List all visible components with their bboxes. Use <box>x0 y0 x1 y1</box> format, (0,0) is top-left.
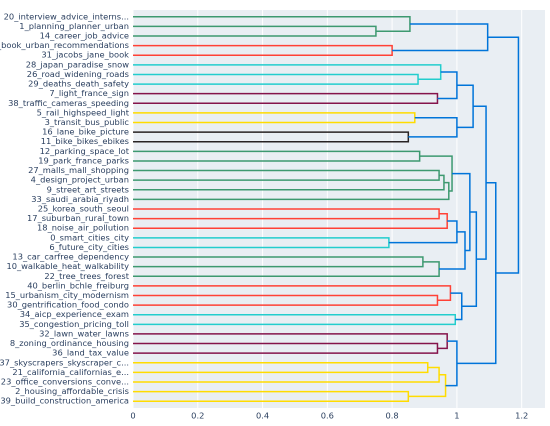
y-tick-label: 22_tree_trees_forest <box>44 271 129 281</box>
dendrogram-link <box>133 333 448 350</box>
dendrogram-link <box>456 84 474 129</box>
y-tick-label: 15_urbanism_city_modernism <box>5 290 129 300</box>
y-tick-label: 21_california_californias_e... <box>12 367 129 377</box>
y-tick-label: 27_malls_mall_shopping <box>28 165 129 175</box>
y-tick-label: 7_light_france_sign <box>49 88 129 98</box>
y-tick-label: 6_future_city_cities <box>49 242 129 252</box>
dendrogram-link <box>487 36 520 274</box>
dendrogram-link <box>133 112 416 124</box>
y-tick-label: 39_build_construction_america <box>0 396 129 406</box>
y-tick-label: 13_car_carfree_dependency <box>12 252 129 262</box>
y-tick-label: 11_bike_bikes_ebikes <box>41 136 129 146</box>
dendrogram-link <box>408 116 458 138</box>
x-tick-label: 0.8 <box>386 411 399 421</box>
dendrogram-link <box>445 340 458 387</box>
dendrogram-link <box>133 213 448 229</box>
y-tick-label: 8_zoning_ordinance_housing <box>10 338 129 348</box>
dendrogram-link <box>133 237 390 249</box>
y-tick-label: 20_interview_advice_interns... <box>4 11 129 21</box>
dendrogram-link <box>456 181 497 365</box>
dendrogram-link <box>133 342 439 354</box>
y-tick-label: 32_lawn_water_lawns <box>39 328 129 338</box>
y-tick-label: 34_aicp_experience_exam <box>20 309 129 319</box>
x-tick-label: 0.6 <box>321 411 334 421</box>
y-tick-label: 38_traffic_cameras_speeding <box>8 98 129 108</box>
y-tick-label: 36_land_tax_value <box>52 348 129 358</box>
dendrogram-link <box>133 131 410 143</box>
x-tick-label: 0.4 <box>256 411 269 421</box>
x-tick-label: 0.2 <box>191 411 204 421</box>
dendrogram-link <box>133 390 410 402</box>
y-tick-label: 2_housing_affordable_crisis <box>15 386 129 396</box>
y-tick-label: 37_skyscrapers_skyscraper_c... <box>0 357 129 367</box>
y-tick-label: 35_congestion_pricing_toll <box>19 319 129 329</box>
dendrogram-link <box>388 220 458 244</box>
y-tick-label: 4_design_project_urban <box>31 175 129 185</box>
y-tick-label: 12_parking_space_lot <box>40 146 130 156</box>
dendrogram-link <box>473 105 487 260</box>
y-tick-label: 9_street_art_streets <box>47 184 129 194</box>
x-tick-label: 1.2 <box>515 411 528 421</box>
y-tick-label: 33_saudi_arabia_riyadh <box>31 194 129 204</box>
y-tick-label: 17_suburban_rural_town <box>27 213 129 223</box>
y-tick-label: 5_rail_highspeed_light <box>37 107 130 117</box>
y-tick-label: 10_walkable_heat_walkability <box>6 261 129 271</box>
y-tick-label: 3_transit_bus_public <box>45 117 130 127</box>
dendrogram-link <box>133 92 439 105</box>
dendrogram-link <box>133 294 439 306</box>
dendrogram-link <box>461 211 478 308</box>
dendrogram-link <box>133 73 419 85</box>
dendrogram-link <box>437 71 458 100</box>
y-tick-label: 31_jacobs_jane_book <box>41 50 129 60</box>
y-tick-label: 19_park_france_parks <box>38 155 129 165</box>
y-tick-label: 24_book_urban_recommendations <box>0 40 129 50</box>
x-tick-label: 0 <box>130 411 135 421</box>
dendrogram-link <box>133 64 442 81</box>
y-tick-label: 16_lane_bike_picture <box>42 127 129 137</box>
y-tick-label: 28_japan_paradise_snow <box>26 59 130 69</box>
y-tick-label: 26_road_widening_roads <box>27 69 129 79</box>
dendrogram-link <box>452 172 471 252</box>
y-tick-label: 0_smart_cities_city <box>50 232 129 242</box>
dendrogram-link <box>133 362 429 374</box>
y-tick-label: 29_deaths_death_safety <box>28 79 129 89</box>
dendrogram-link <box>133 174 445 191</box>
y-tick-label: 23_office_conversions_conve... <box>1 376 129 386</box>
x-tick-label: 1 <box>454 411 459 421</box>
y-tick-label: 25_korea_south_seoul <box>38 204 129 214</box>
y-tick-label: 30_gentrification_food_condo <box>7 300 129 310</box>
y-tick-label: 40_berlin_bchle_freiburg <box>27 280 129 290</box>
y-tick-label: 1_planning_planner_urban <box>19 21 129 31</box>
dendrogram-link <box>133 285 452 302</box>
y-tick-label: 18_noise_air_pollution <box>37 223 129 233</box>
y-tick-label: 14_career_job_advice <box>40 31 129 41</box>
